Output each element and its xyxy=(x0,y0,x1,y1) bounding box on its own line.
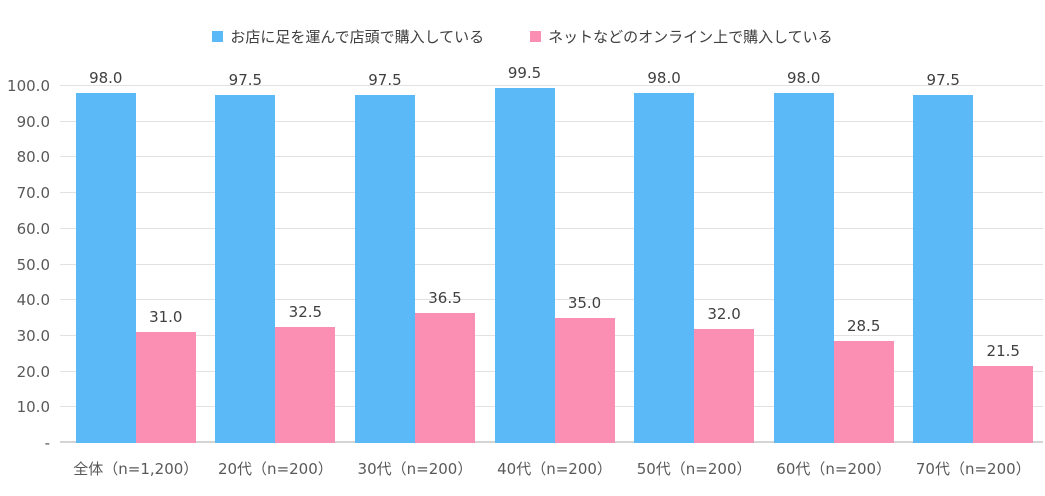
x-category-label: 60代（n=200） xyxy=(776,460,892,478)
x-category-label: 40代（n=200） xyxy=(497,460,612,478)
online-purchase-bar xyxy=(973,366,1034,443)
x-category-label: 全体（n=1,200） xyxy=(73,460,199,478)
bar-value-label: 31.0 xyxy=(149,308,183,327)
legend-swatch-blue-icon xyxy=(212,31,224,42)
store-purchase-bar xyxy=(75,93,136,443)
y-tick-label: 60.0 xyxy=(16,219,50,238)
legend-item-store-purchase: お店に足を運んで店頭で購入している xyxy=(212,26,484,47)
bar-value-label: 98.0 xyxy=(647,69,681,88)
bar-group: 98.0 31.0 xyxy=(66,69,206,443)
bar-slot: 97.5 xyxy=(913,71,974,443)
bar-value-label: 97.5 xyxy=(368,70,402,89)
plot-area: 98.0 31.0 97.5 32.5 97.5 36.5 99.5 35.0 98.0 32.0… xyxy=(60,64,1043,443)
bar-value-label: 36.5 xyxy=(428,288,462,307)
store-purchase-bar xyxy=(913,94,974,443)
online-purchase-bar xyxy=(694,328,755,443)
chart-legend: お店に足を運んで店頭で購入している ネットなどのオンライン上で購入している xyxy=(0,26,1045,47)
bar-value-label: 98.0 xyxy=(89,69,123,88)
x-axis: 全体（n=1,200） 20代（n=200） 30代（n=200） 40代（n=200… xyxy=(66,458,1043,479)
bar-group: 99.5 35.0 xyxy=(485,64,625,443)
y-tick-label: 90.0 xyxy=(16,112,50,131)
online-purchase-bar xyxy=(275,326,336,443)
x-category-label: 50代（n=200） xyxy=(636,460,752,478)
bar-value-label: 28.5 xyxy=(846,317,881,336)
bar-group: 97.5 36.5 xyxy=(345,71,485,443)
x-category-label: 20代（n=200） xyxy=(217,460,333,478)
y-tick-label: - xyxy=(44,434,50,452)
bar-slot: 98.0 xyxy=(634,69,695,443)
bar-slot: 97.5 xyxy=(215,71,276,443)
online-purchase-bar xyxy=(135,332,196,443)
bar-slot: 98.0 xyxy=(773,69,834,443)
x-category-label: 70代（n=200） xyxy=(915,460,1031,478)
online-purchase-bar xyxy=(414,312,475,443)
bar-group: 98.0 28.5 xyxy=(764,69,904,443)
y-tick-label: 10.0 xyxy=(16,398,50,417)
store-purchase-bar xyxy=(354,94,415,443)
bar-groups: 98.0 31.0 97.5 32.5 97.5 36.5 99.5 35.0 98.0 32.0… xyxy=(66,64,1043,443)
y-tick-label: 20.0 xyxy=(16,362,50,381)
bar-value-label: 32.5 xyxy=(288,302,323,321)
legend-item-online-purchase: ネットなどのオンライン上で購入している xyxy=(530,26,833,47)
online-purchase-bar xyxy=(554,318,615,443)
store-purchase-bar xyxy=(494,87,555,443)
store-purchase-bar xyxy=(773,93,834,443)
legend-label-store-purchase: お店に足を運んで店頭で購入している xyxy=(230,28,485,46)
bar-slot: 99.5 xyxy=(494,64,555,443)
bar-slot: 97.5 xyxy=(354,71,415,443)
y-axis: 100.0 90.0 80.0 70.0 60.0 50.0 40.0 30.0 20.0 10.… xyxy=(0,77,56,452)
y-tick-label: 100.0 xyxy=(7,77,50,95)
bar-slot: 21.5 xyxy=(973,86,1034,443)
y-tick-label: 80.0 xyxy=(16,148,50,167)
store-purchase-bar xyxy=(215,94,276,443)
bar-value-label: 32.0 xyxy=(707,304,741,323)
gridline xyxy=(60,85,1043,86)
y-tick-label: 30.0 xyxy=(16,326,50,345)
bar-value-label: 21.5 xyxy=(986,342,1020,361)
y-tick-label: 70.0 xyxy=(16,184,50,203)
bar-group: 97.5 32.5 xyxy=(206,71,346,443)
bar-value-label: 97.5 xyxy=(926,70,960,89)
bar-slot: 28.5 xyxy=(833,86,894,443)
bar-slot: 31.0 xyxy=(135,86,196,443)
bar-value-label: 97.5 xyxy=(228,70,263,89)
bar-slot: 35.0 xyxy=(554,86,615,443)
bar-slot: 32.0 xyxy=(694,86,755,443)
bar-value-label: 35.0 xyxy=(567,294,602,313)
bar-slot: 32.5 xyxy=(275,86,336,443)
bar-group: 97.5 21.5 xyxy=(903,71,1043,443)
bar-slot: 36.5 xyxy=(414,86,475,443)
bar-value-label: 98.0 xyxy=(786,69,821,88)
x-category-label: 30代（n=200） xyxy=(357,460,473,478)
online-purchase-bar xyxy=(833,341,894,443)
bar-value-label: 99.5 xyxy=(507,63,542,82)
legend-swatch-pink-icon xyxy=(530,31,542,42)
y-tick-label: 40.0 xyxy=(16,291,50,310)
store-purchase-bar xyxy=(634,93,695,443)
bar-slot: 98.0 xyxy=(75,69,136,443)
legend-label-online-purchase: ネットなどのオンライン上で購入している xyxy=(548,28,833,46)
y-tick-label: 50.0 xyxy=(16,255,50,274)
bar-group: 98.0 32.0 xyxy=(624,69,764,443)
